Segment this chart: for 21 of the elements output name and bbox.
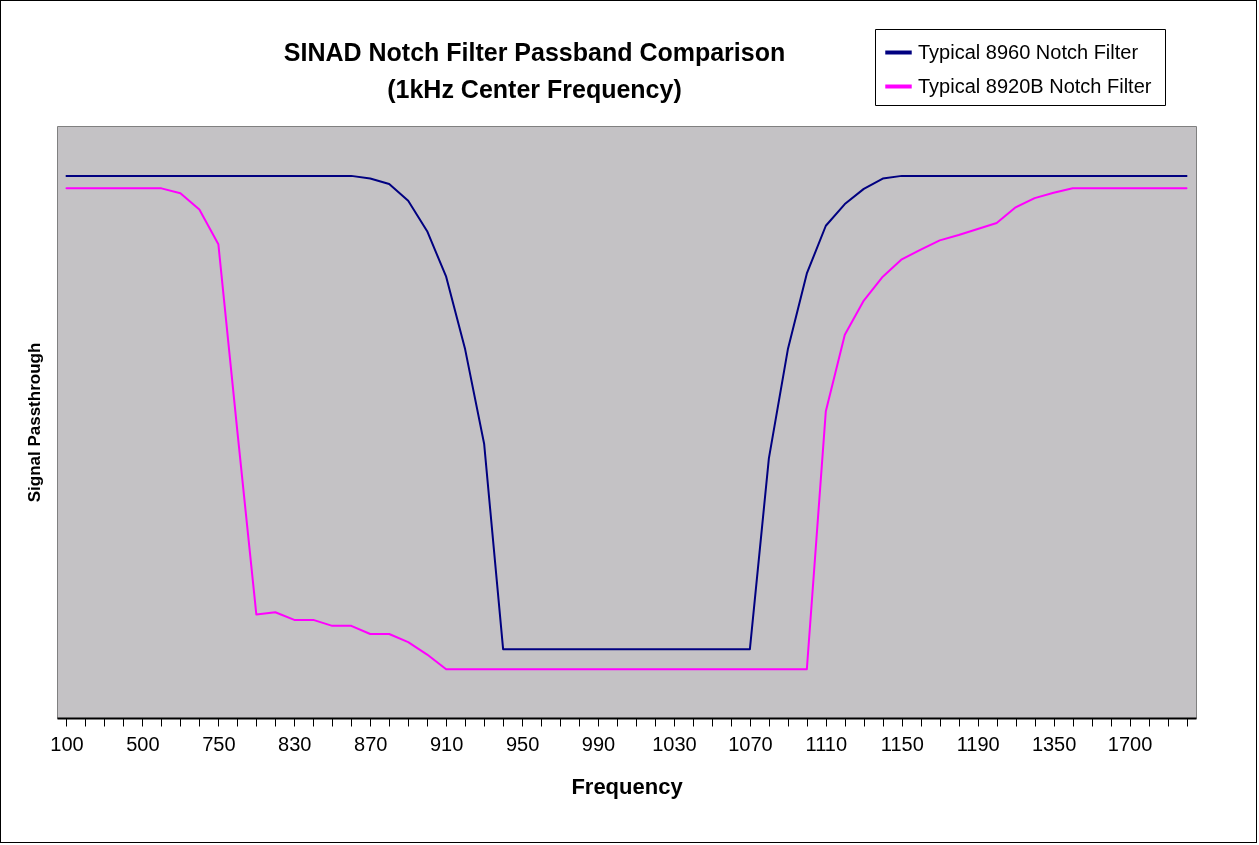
x-tick-label: 950: [505, 732, 540, 755]
x-tick-label: 910: [429, 732, 464, 755]
x-tick-label: 100: [50, 732, 84, 755]
x-tick-label: 1350: [1031, 732, 1077, 755]
chart-title: SINAD Notch Filter Passband Comparison: [283, 37, 786, 66]
chart-subtitle: (1kHz Center Frequency): [387, 74, 682, 103]
x-tick-label: 1150: [880, 732, 924, 755]
x-tick-label: 1070: [728, 732, 773, 755]
legend-label: Typical 8960 Notch Filter: [918, 40, 1139, 63]
y-axis-title: Signal Passthrough: [24, 342, 44, 503]
x-tick-label: 1110: [805, 732, 848, 755]
legend-label: Typical 8920B Notch Filter: [918, 74, 1152, 97]
x-tick-label: 500: [126, 732, 160, 755]
x-tick-label: 870: [354, 732, 388, 755]
x-tick-label: 750: [202, 732, 236, 755]
x-axis-title: Frequency: [571, 773, 684, 799]
x-tick-label: 990: [581, 732, 616, 755]
x-tick-label: 1030: [652, 732, 697, 755]
x-tick-label: 1190: [956, 732, 1000, 755]
x-tick-label: 830: [278, 732, 312, 755]
x-tick-label: 1700: [1107, 732, 1153, 755]
